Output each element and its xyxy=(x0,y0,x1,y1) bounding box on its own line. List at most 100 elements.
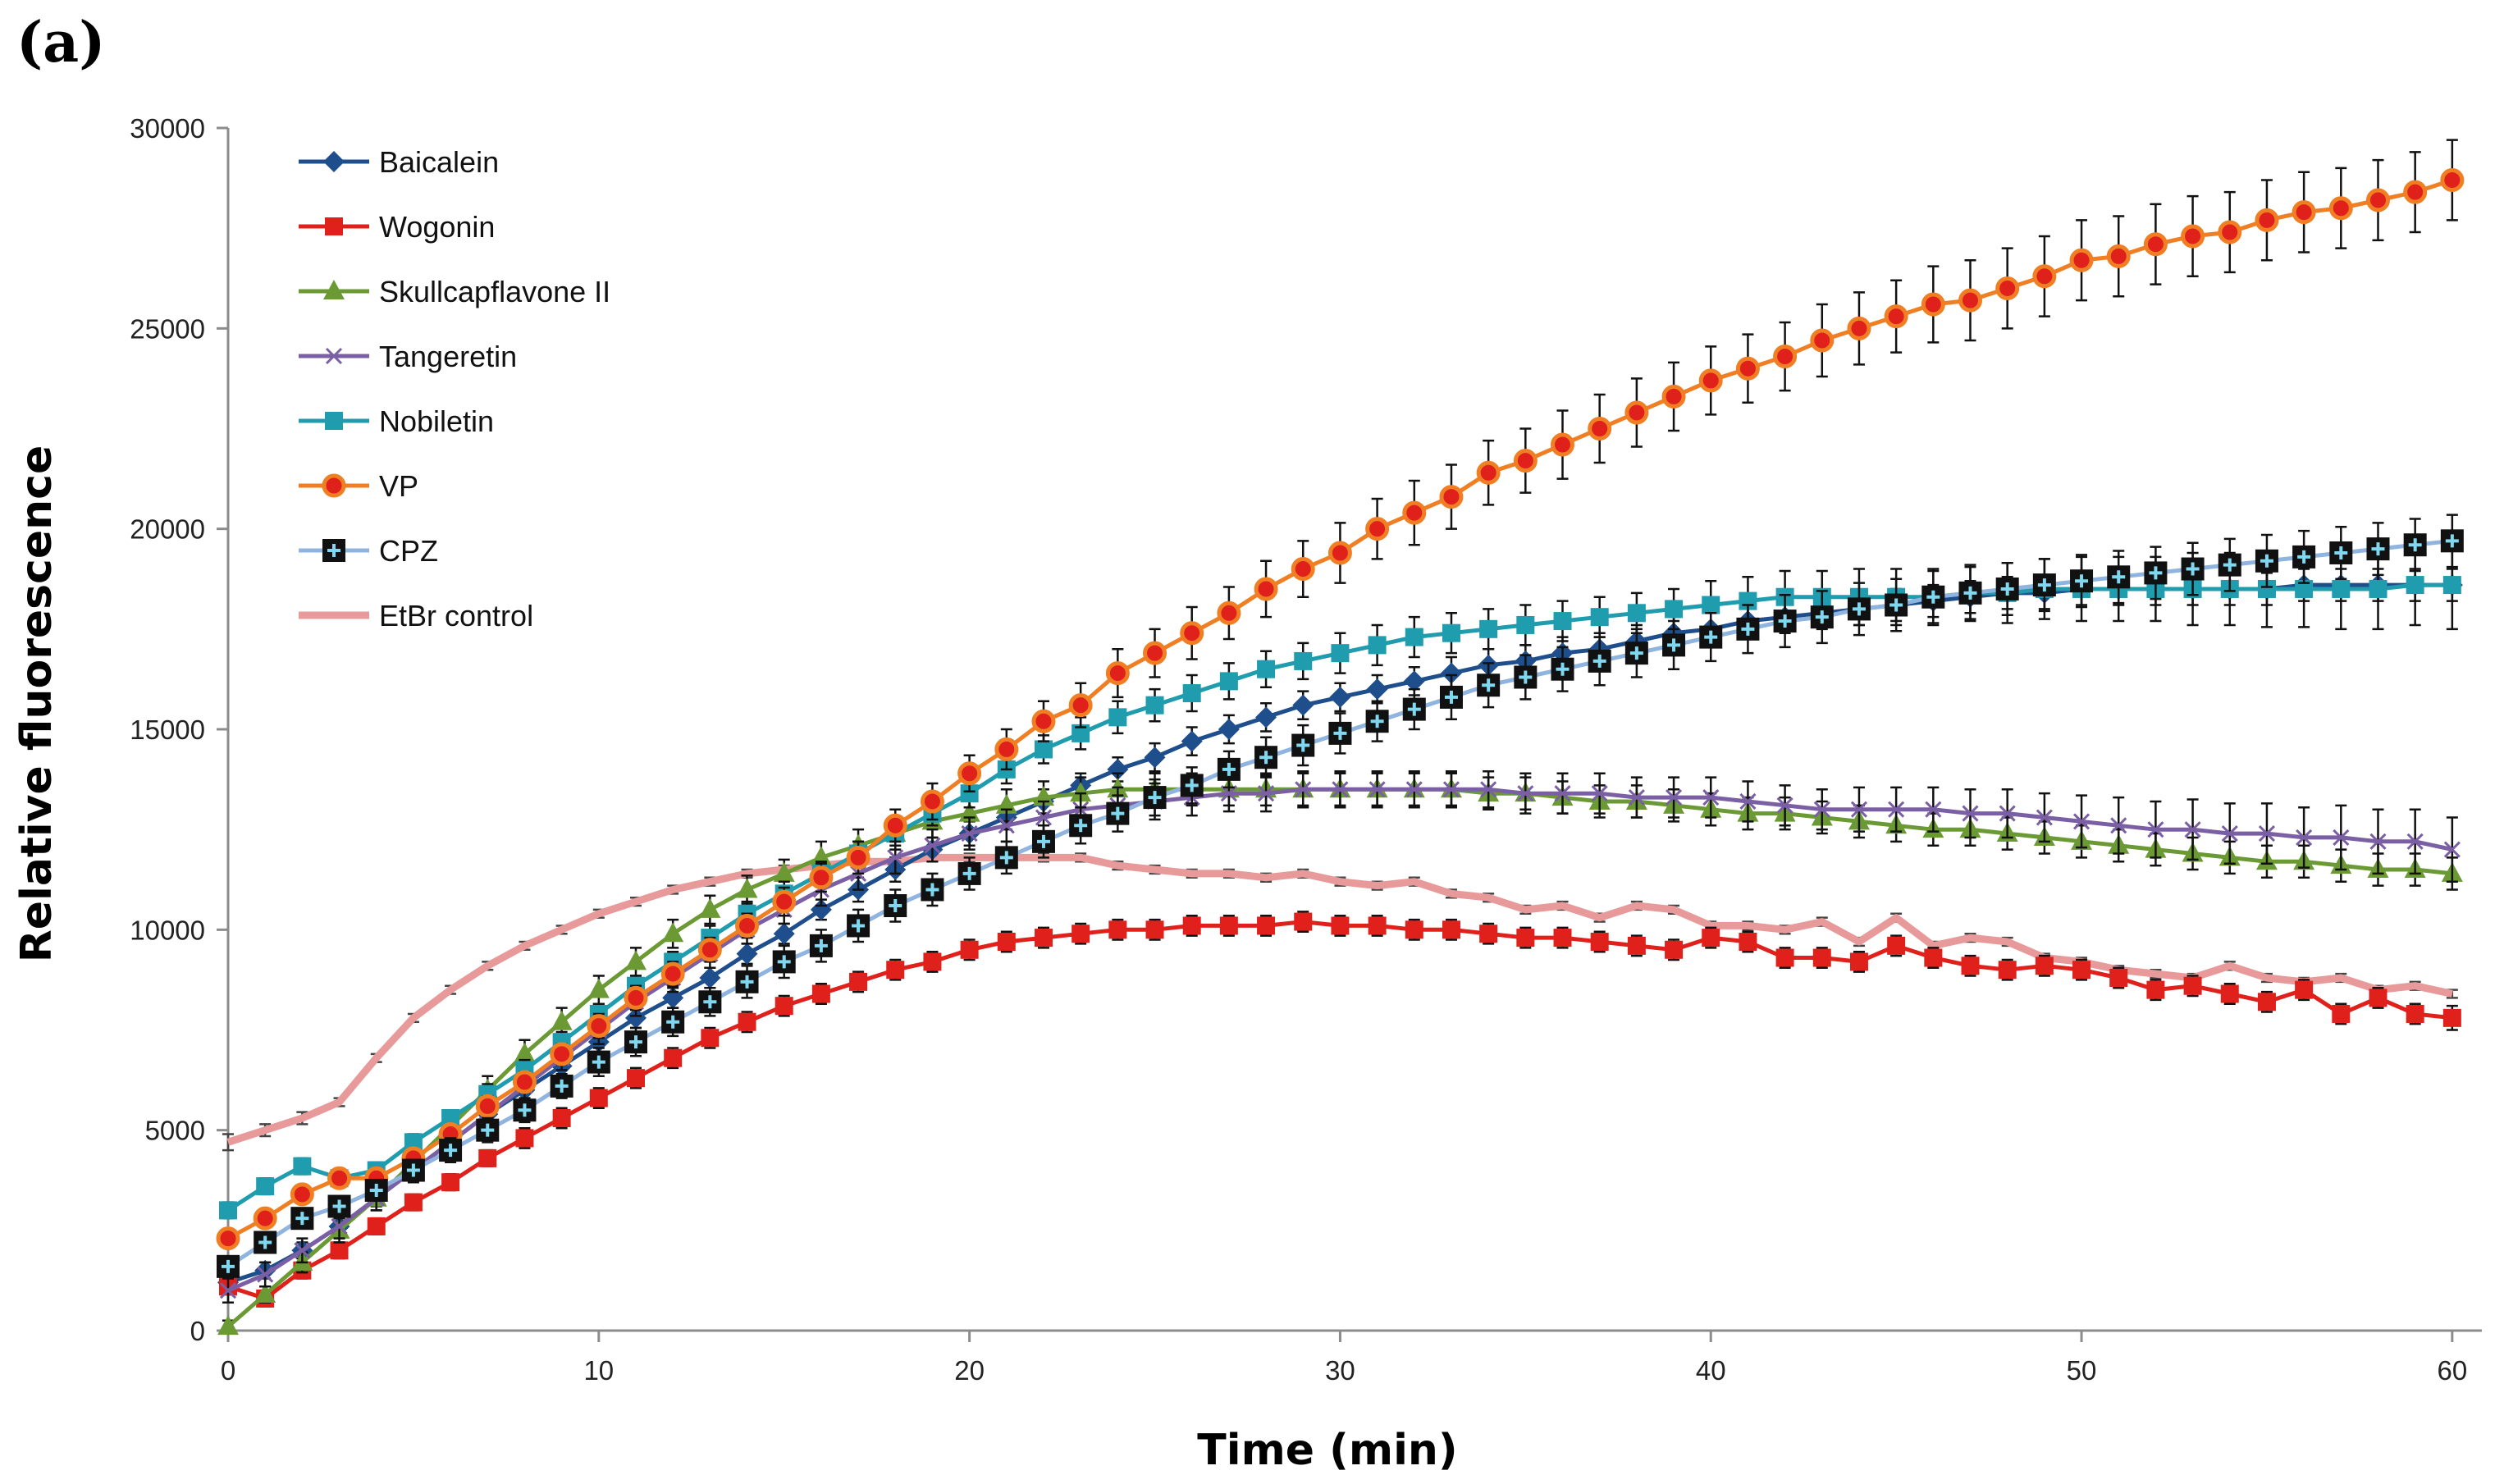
data-point xyxy=(441,1109,460,1128)
data-point xyxy=(961,824,978,842)
data-point xyxy=(1331,644,1350,663)
data-point xyxy=(1516,929,1535,947)
data-point xyxy=(1403,670,1425,692)
x-tick-label: 60 xyxy=(2437,1355,2467,1386)
data-point xyxy=(441,1173,460,1192)
data-point xyxy=(1143,786,1167,810)
data-point xyxy=(886,961,905,979)
data-point xyxy=(1219,672,1238,691)
x-tick-label: 30 xyxy=(1325,1355,1355,1386)
data-point xyxy=(2442,576,2461,595)
data-point xyxy=(1479,925,1498,943)
data-point xyxy=(2035,957,2054,975)
data-point xyxy=(1553,929,1572,947)
data-point xyxy=(219,1282,237,1299)
data-point xyxy=(1885,593,1908,617)
data-point xyxy=(960,784,979,803)
data-point xyxy=(2218,553,2241,577)
data-point xyxy=(2403,533,2427,557)
data-point xyxy=(1294,912,1313,931)
data-point xyxy=(290,1207,314,1231)
data-point xyxy=(1295,781,1312,798)
data-point xyxy=(887,849,904,866)
data-point xyxy=(367,1217,386,1235)
data-point xyxy=(1220,785,1237,802)
legend-marker xyxy=(325,347,343,365)
data-point xyxy=(660,961,685,986)
data-point xyxy=(1108,708,1127,727)
data-point xyxy=(1217,600,1241,625)
data-point xyxy=(699,966,721,989)
data-point xyxy=(994,846,1018,870)
data-point xyxy=(254,1231,277,1254)
data-point xyxy=(924,837,941,854)
legend-marker xyxy=(325,217,343,235)
data-point xyxy=(1735,356,1760,381)
data-point xyxy=(2032,573,2056,597)
data-point xyxy=(1849,952,1868,971)
y-tick-label: 5000 xyxy=(145,1116,205,1146)
data-point xyxy=(1921,292,1945,317)
data-point xyxy=(2369,579,2387,598)
data-point xyxy=(513,1098,537,1122)
data-point xyxy=(994,737,1019,761)
data-point xyxy=(698,990,722,1014)
data-point xyxy=(2442,1008,2461,1027)
data-point xyxy=(1888,801,1905,818)
data-point xyxy=(1332,781,1349,798)
data-point xyxy=(1662,633,1686,657)
data-point xyxy=(1294,651,1313,670)
data-point xyxy=(1218,719,1240,740)
data-point xyxy=(624,1030,647,1054)
data-point xyxy=(1850,801,1868,818)
data-point xyxy=(1328,721,1352,745)
data-point xyxy=(1258,785,1275,802)
data-point xyxy=(1072,925,1090,943)
data-point xyxy=(290,1182,314,1207)
data-point xyxy=(2440,168,2465,193)
data-point xyxy=(1999,805,2016,822)
data-point xyxy=(2292,200,2316,225)
data-point xyxy=(1698,368,1723,393)
data-point xyxy=(514,1042,536,1062)
data-point xyxy=(1072,724,1090,742)
data-point xyxy=(1476,460,1501,485)
data-point xyxy=(331,1217,348,1235)
legend-item: VP xyxy=(299,469,418,503)
data-point xyxy=(736,878,758,898)
legend-label: Baicalein xyxy=(379,145,499,179)
data-point xyxy=(1514,665,1538,689)
data-point xyxy=(1516,615,1535,634)
data-point xyxy=(2295,579,2314,598)
data-point xyxy=(1627,604,1646,623)
x-tick-label: 50 xyxy=(2067,1355,2097,1386)
data-point xyxy=(735,913,760,938)
data-point xyxy=(624,1007,647,1029)
data-point xyxy=(1182,684,1201,703)
series-etbr-control xyxy=(222,852,2458,1152)
data-point xyxy=(923,952,942,971)
data-point xyxy=(327,1194,351,1218)
legend-label: VP xyxy=(379,469,418,503)
data-point xyxy=(1702,596,1720,614)
data-point xyxy=(1257,916,1276,935)
legend-label: Wogonin xyxy=(379,210,495,244)
data-point xyxy=(2146,980,2165,999)
data-point xyxy=(1624,400,1649,425)
data-point xyxy=(404,1193,423,1212)
data-point xyxy=(2295,980,2314,999)
legend-item: Baicalein xyxy=(299,145,499,179)
data-point xyxy=(1479,619,1498,638)
data-point xyxy=(1739,792,1757,810)
data-point xyxy=(216,1226,240,1251)
data-point xyxy=(2255,208,2279,232)
data-point xyxy=(1405,628,1423,646)
data-point xyxy=(1144,747,1166,769)
series-vp xyxy=(216,139,2465,1251)
data-point xyxy=(1440,662,1462,684)
data-point xyxy=(1847,316,1871,340)
x-tick-label: 10 xyxy=(583,1355,614,1386)
data-point xyxy=(2184,821,2201,838)
error-bars xyxy=(222,852,2458,1152)
x-tick-label: 40 xyxy=(1696,1355,1726,1386)
